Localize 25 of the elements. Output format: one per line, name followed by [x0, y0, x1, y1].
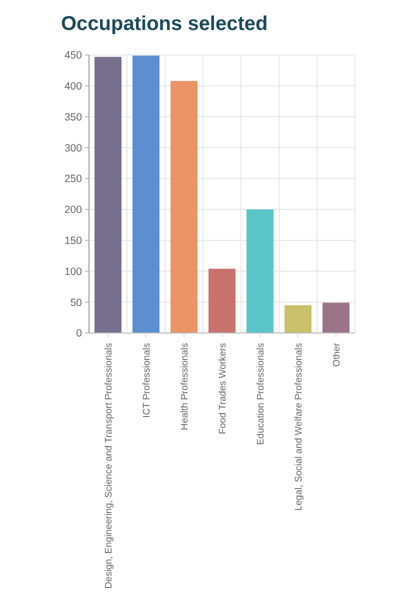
bar — [284, 305, 312, 333]
y-tick-label: 400 — [64, 80, 82, 93]
x-tick-label: Design, Engineering, Science and Transport Professionals — [104, 342, 114, 589]
y-tick-label: 0 — [76, 328, 82, 340]
bar — [246, 209, 274, 333]
bar — [208, 268, 236, 333]
x-tick-label: Legal, Social and Welfare Professionals — [294, 342, 304, 511]
y-tick-label: 100 — [64, 266, 82, 278]
y-tick-label: 450 — [64, 50, 82, 62]
x-tick-label: Education Professionals — [256, 342, 266, 445]
y-tick-label: 50 — [70, 296, 82, 309]
bar — [132, 56, 160, 333]
x-tick-label: Other — [332, 343, 342, 367]
y-tick-label: 150 — [64, 235, 82, 248]
y-tick-label: 350 — [64, 111, 82, 124]
bar — [94, 56, 122, 333]
chart-title: Occupations selected — [61, 13, 268, 35]
bar — [322, 302, 350, 333]
x-tick-label: Health Professionals — [180, 342, 190, 430]
y-tick-label: 300 — [64, 142, 82, 154]
x-tick-label: Food Trades Workers — [218, 342, 228, 434]
y-tick-label: 250 — [64, 173, 82, 186]
bar — [170, 80, 198, 333]
x-tick-label: ICT Professionals — [142, 342, 152, 418]
y-tick-label: 200 — [64, 204, 82, 216]
